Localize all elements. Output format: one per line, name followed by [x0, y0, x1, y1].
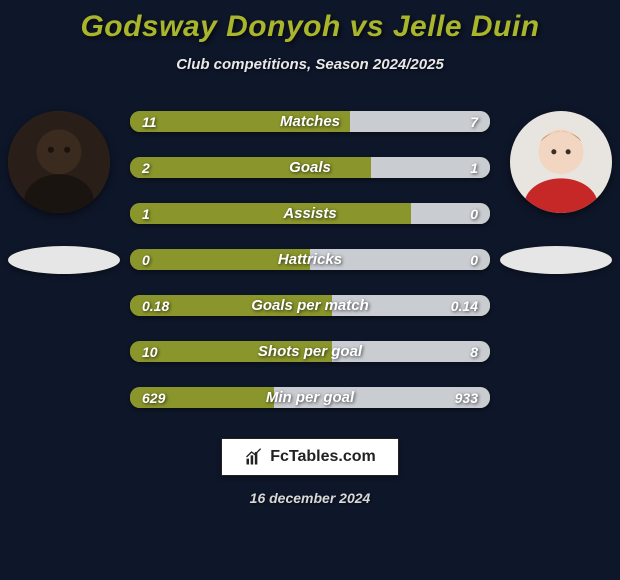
avatar-placeholder-icon [8, 111, 110, 213]
stat-right-value: 0 [458, 249, 490, 270]
stat-left-value: 0.18 [130, 295, 181, 316]
stat-row: 00Hattricks [130, 249, 490, 270]
avatar-placeholder-icon [510, 111, 612, 213]
stat-row: 10Assists [130, 203, 490, 224]
stat-right-value: 1 [458, 157, 490, 178]
stat-row: 117Matches [130, 111, 490, 132]
stat-row: 629933Min per goal [130, 387, 490, 408]
player-right-avatar [510, 111, 612, 213]
subtitle: Club competitions, Season 2024/2025 [0, 56, 620, 73]
stats-bars: 117Matches21Goals10Assists00Hattricks0.1… [130, 101, 490, 408]
comparison-card: Godsway Donyoh vs Jelle Duin Club compet… [0, 0, 620, 580]
brand-badge[interactable]: FcTables.com [221, 438, 399, 476]
footer: FcTables.com 16 december 2024 [0, 438, 620, 506]
stat-left-value: 1 [130, 203, 162, 224]
brand-text: FcTables.com [270, 448, 376, 466]
page-title: Godsway Donyoh vs Jelle Duin [0, 10, 620, 44]
bar-fill-left [130, 157, 371, 178]
stat-left-value: 629 [130, 387, 177, 408]
stat-right-value: 933 [443, 387, 490, 408]
stat-right-value: 0 [458, 203, 490, 224]
content-area: 117Matches21Goals10Assists00Hattricks0.1… [0, 101, 620, 408]
stat-right-value: 7 [458, 111, 490, 132]
stat-left-value: 11 [130, 111, 169, 132]
analytics-icon [244, 447, 264, 467]
stat-right-value: 0.14 [439, 295, 490, 316]
player-left-avatar [8, 111, 110, 213]
stat-left-value: 0 [130, 249, 162, 270]
bar-fill-left [130, 203, 411, 224]
date-label: 16 december 2024 [0, 490, 620, 506]
stat-left-value: 10 [130, 341, 170, 362]
player-right-shadow-oval [500, 246, 612, 274]
stat-row: 21Goals [130, 157, 490, 178]
stat-row: 0.180.14Goals per match [130, 295, 490, 316]
stat-left-value: 2 [130, 157, 162, 178]
player-left-shadow-oval [8, 246, 120, 274]
stat-right-value: 8 [458, 341, 490, 362]
stat-row: 108Shots per goal [130, 341, 490, 362]
